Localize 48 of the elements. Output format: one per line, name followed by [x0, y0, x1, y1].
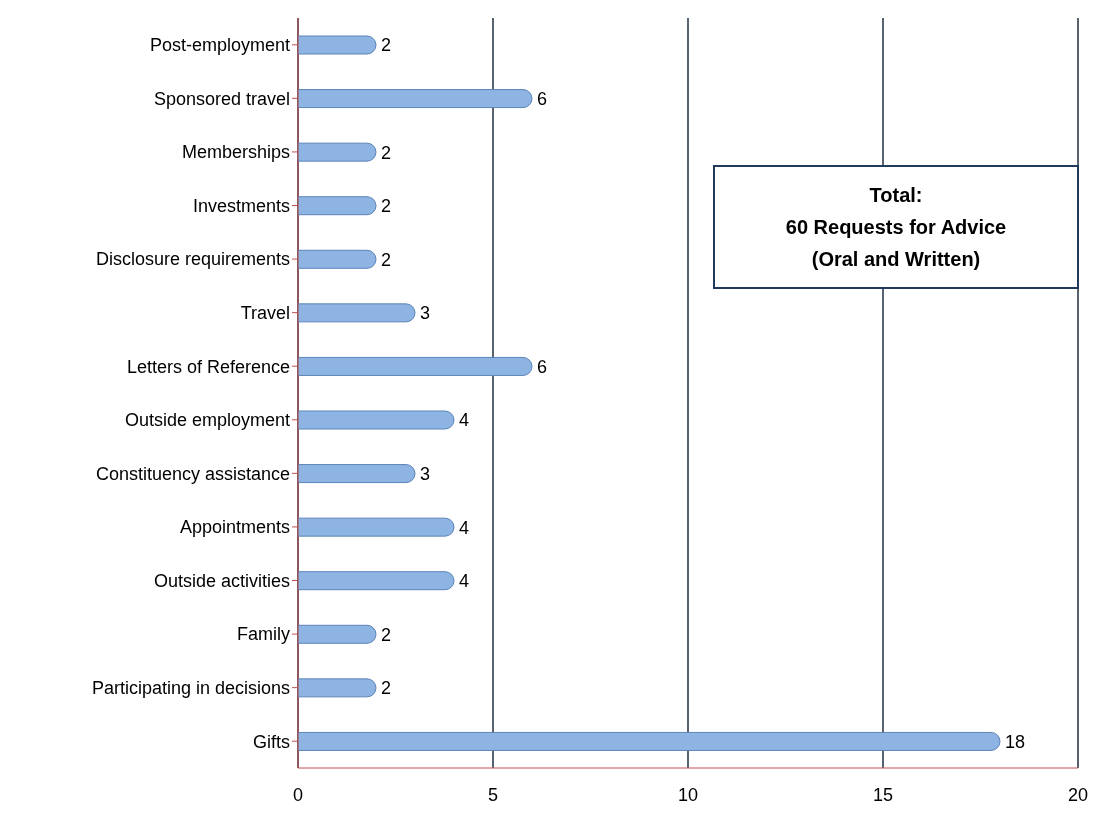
y-tick-label: Family	[237, 624, 290, 645]
bar	[298, 678, 377, 698]
y-tick-label: Outside activities	[153, 570, 290, 591]
y-tick-label: Participating in decisions	[91, 678, 290, 699]
y-tick-label: Post-employment	[149, 35, 290, 56]
y-tick-label: Sponsored travel	[153, 88, 290, 109]
y-tick-label: Investments	[192, 195, 290, 216]
data-label: 18	[1005, 731, 1026, 752]
bar	[298, 571, 455, 591]
data-label: 2	[381, 196, 392, 217]
data-label: 6	[537, 356, 548, 377]
data-label: 6	[537, 88, 548, 109]
x-tick-label: 5	[487, 784, 499, 805]
data-label: 2	[381, 142, 392, 163]
bar	[298, 142, 377, 162]
y-tick-label: Outside employment	[124, 410, 290, 431]
data-label: 2	[381, 678, 392, 699]
bar	[298, 196, 377, 216]
y-tick-label: Memberships	[181, 142, 290, 163]
y-tick-label: Letters of Reference	[126, 356, 290, 377]
x-tick-label: 10	[677, 784, 699, 805]
bar	[298, 303, 416, 323]
bar	[298, 410, 455, 430]
bar	[298, 517, 455, 537]
x-tick-label: 20	[1067, 784, 1089, 805]
y-tick-label: Disclosure requirements	[95, 249, 290, 270]
y-tick-label: Gifts	[252, 731, 290, 752]
y-tick-label: Constituency assistance	[95, 463, 290, 484]
bar	[298, 89, 533, 109]
data-label: 2	[381, 624, 392, 645]
data-label: 2	[381, 35, 392, 56]
bar	[298, 624, 377, 644]
data-label: 3	[420, 463, 431, 484]
callout-box: Total: 60 Requests for Advice (Oral and Written)	[713, 165, 1079, 289]
y-tick-label: Travel	[240, 303, 290, 324]
bar	[298, 464, 416, 484]
x-tick-label: 0	[292, 784, 304, 805]
data-label: 4	[459, 517, 470, 538]
x-tick-label: 15	[872, 784, 894, 805]
bar	[298, 356, 533, 376]
bar	[298, 35, 377, 55]
data-label: 2	[381, 249, 392, 270]
data-label: 4	[459, 410, 470, 431]
bar	[298, 249, 377, 269]
y-tick-label: Appointments	[179, 517, 290, 538]
bar	[298, 731, 1001, 751]
data-label: 4	[459, 571, 470, 592]
data-label: 3	[420, 303, 431, 324]
